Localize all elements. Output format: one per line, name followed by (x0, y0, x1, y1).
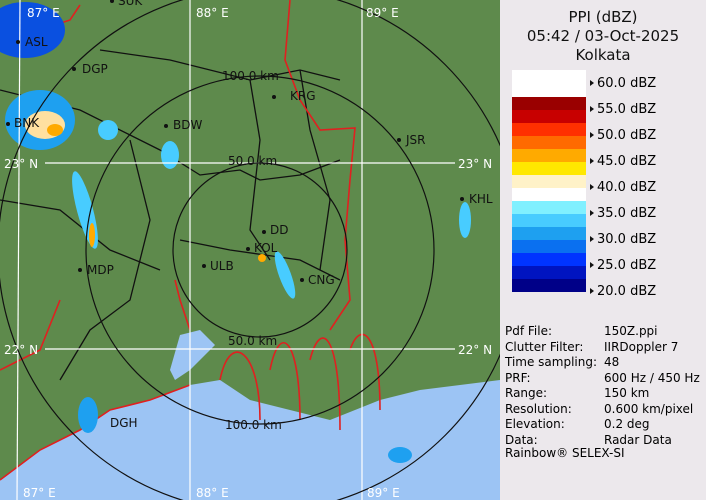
rain-echoes (0, 2, 471, 463)
river (170, 330, 215, 380)
city-label: KRG (290, 89, 316, 103)
city-label: MDP (87, 263, 114, 277)
color-band (512, 227, 586, 240)
city-label: DGH (110, 416, 138, 430)
lat-label: 23° N (458, 157, 492, 171)
legend-label: 30.0 dBZ (590, 232, 656, 247)
info-value: 600 Hz / 450 Hz (604, 370, 700, 385)
lon-label: 87° E (27, 6, 60, 20)
city-label: CNG (308, 273, 335, 287)
info-key: Range: (505, 386, 548, 400)
legend-label: 20.0 dBZ (590, 284, 656, 299)
color-scale (512, 70, 586, 292)
legend-label: 60.0 dBZ (590, 76, 656, 91)
ring-label: 100.0 km (225, 418, 282, 432)
cities: SUK ASL DGP BNK BDW KRG JSR KHL DD KOL U… (6, 0, 493, 430)
city-label: BDW (173, 118, 202, 132)
color-band (512, 266, 586, 279)
product-title: PPI (dBZ) (568, 8, 638, 26)
ring-label: 50.0 km (228, 154, 277, 168)
sea (0, 380, 500, 500)
city-label: BNK (14, 116, 40, 130)
color-band (512, 136, 586, 149)
city-label: ULB (210, 259, 234, 273)
legend-label: 35.0 dBZ (590, 206, 656, 221)
color-band (512, 149, 586, 162)
color-band (512, 162, 586, 175)
lon-label: 87° E (23, 486, 56, 500)
color-band (512, 97, 586, 110)
info-value: 48 (604, 355, 620, 369)
color-band (512, 240, 586, 253)
legend-label: 50.0 dBZ (590, 128, 656, 143)
ring-label: 100.0 km (222, 69, 279, 83)
info-row: Elevation: 0.2 deg (505, 417, 650, 431)
info-row: Time sampling: 48 (505, 355, 619, 369)
info-key: Clutter Filter: (505, 339, 584, 354)
credit: Rainbow® SELEX-SI (505, 446, 625, 460)
lon-label: 88° E (196, 6, 229, 20)
range-rings (0, 0, 500, 500)
info-key: Pdf File: (505, 324, 553, 338)
legend-label: 45.0 dBZ (590, 154, 656, 169)
radar-map: 100.0 km 50.0 km 50.0 km 100.0 km SUK AS… (0, 0, 500, 500)
info-row: Pdf File: 150Z.ppi (505, 324, 658, 338)
color-band (512, 110, 586, 123)
info-key: Resolution: (505, 401, 572, 416)
color-band (512, 201, 586, 214)
info-row: Resolution: 0.600 km/pixel (505, 402, 693, 416)
info-row: PRF: 600 Hz / 450 Hz (505, 371, 700, 385)
lon-label: 89° E (366, 6, 399, 20)
color-band (512, 253, 586, 266)
lon-label: 89° E (367, 486, 400, 500)
color-band (512, 214, 586, 227)
info-key: Data: (505, 432, 538, 447)
legend-label: 25.0 dBZ (590, 258, 656, 273)
info-row: Clutter Filter: IIRDoppler 7 (505, 340, 678, 354)
site-name: Kolkata (575, 46, 631, 64)
lat-label: 23° N (4, 157, 38, 171)
color-band (512, 279, 586, 292)
legend-label: 55.0 dBZ (590, 102, 656, 117)
info-row: Range: 150 km (505, 386, 649, 400)
city-label: DGP (82, 62, 108, 76)
lat-label: 22° N (4, 343, 38, 357)
city-label: KHL (469, 192, 493, 206)
info-value: 0.600 km/pixel (604, 401, 694, 416)
city-label: KOL (254, 241, 278, 255)
ring-label: 50.0 km (228, 334, 277, 348)
lon-label: 88° E (196, 486, 229, 500)
lat-label: 22° N (458, 343, 492, 357)
info-key: PRF: (505, 370, 531, 385)
city-label: ASL (25, 35, 48, 49)
info-key: Time sampling: (505, 355, 598, 369)
scan-datetime: 05:42 / 03-Oct-2025 (526, 27, 680, 45)
info-key: Elevation: (505, 417, 565, 431)
city-label: DD (270, 223, 288, 237)
city-label: JSR (405, 133, 426, 147)
color-band (512, 188, 586, 201)
info-value: 150Z.ppi (604, 324, 658, 338)
info-value: IIRDoppler 7 (604, 339, 679, 354)
info-value: 150 km (604, 386, 650, 400)
color-band (512, 175, 586, 188)
city-label: SUK (118, 0, 143, 8)
legend-label: 40.0 dBZ (590, 180, 656, 195)
color-band (512, 123, 586, 136)
info-value: Radar Data (604, 432, 672, 447)
longitude-lines (16, 0, 363, 500)
info-row: Data: Radar Data (505, 433, 672, 447)
info-value: 0.2 deg (604, 417, 650, 431)
